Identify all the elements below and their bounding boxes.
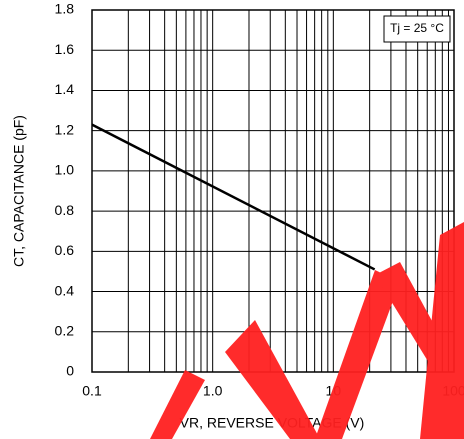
y-tick-label: 0.2 bbox=[55, 322, 75, 338]
y-tick-label: 1.2 bbox=[55, 121, 75, 137]
y-tick-label: 0 bbox=[66, 363, 74, 379]
y-tick-label: 0.8 bbox=[55, 202, 75, 218]
y-tick-label: 0.4 bbox=[55, 282, 75, 298]
chart: 00.20.40.60.81.01.21.41.61.80.11.010100 … bbox=[0, 0, 464, 439]
y-tick-label: 0.6 bbox=[55, 242, 75, 258]
y-tick-label: 1.6 bbox=[55, 41, 75, 57]
line bbox=[92, 125, 375, 270]
y-tick-label: 1.0 bbox=[55, 162, 75, 178]
annotation: Tj = 25 °C bbox=[390, 21, 444, 35]
x-tick-label: 1.0 bbox=[203, 383, 223, 399]
x-tick-label: 0.1 bbox=[82, 383, 102, 399]
y-tick-label: 1.8 bbox=[55, 1, 75, 17]
plot-frame bbox=[92, 10, 454, 372]
y-tick-label: 1.4 bbox=[55, 81, 75, 97]
y-axis-label: CT, CAPACITANCE (pF) bbox=[11, 115, 27, 267]
